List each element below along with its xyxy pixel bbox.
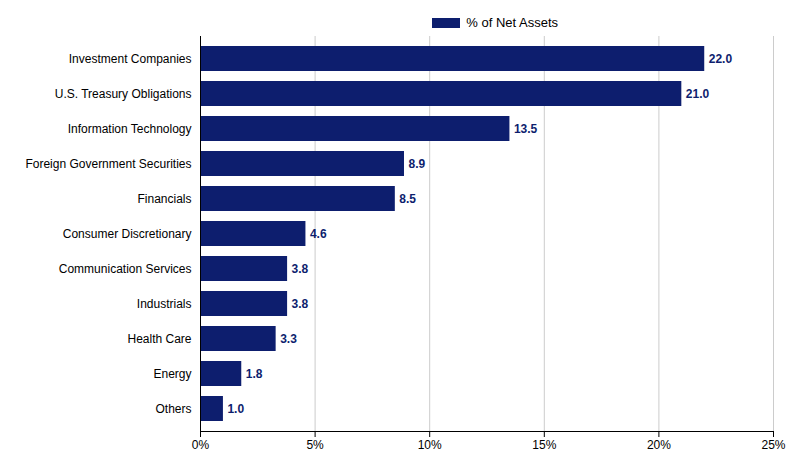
svg-text:13.5: 13.5 bbox=[514, 122, 538, 136]
svg-text:Information Technology: Information Technology bbox=[68, 122, 192, 136]
svg-text:3.8: 3.8 bbox=[292, 297, 309, 311]
svg-text:Industrials: Industrials bbox=[137, 297, 192, 311]
svg-text:Financials: Financials bbox=[137, 192, 191, 206]
svg-text:Investment Companies: Investment Companies bbox=[69, 52, 192, 66]
svg-text:8.9: 8.9 bbox=[408, 157, 425, 171]
svg-text:Communication Services: Communication Services bbox=[59, 262, 192, 276]
svg-text:5%: 5% bbox=[306, 438, 324, 452]
svg-text:Health Care: Health Care bbox=[127, 332, 191, 346]
svg-text:8.5: 8.5 bbox=[399, 192, 416, 206]
html-text:% of Net Assets: % of Net Assets bbox=[466, 15, 559, 30]
svg-text:Consumer Discretionary: Consumer Discretionary bbox=[63, 227, 192, 241]
svg-text:1.0: 1.0 bbox=[227, 402, 244, 416]
svg-text:Foreign Government Securities: Foreign Government Securities bbox=[25, 157, 191, 171]
svg-text:0%: 0% bbox=[192, 438, 210, 452]
svg-text:10%: 10% bbox=[418, 438, 442, 452]
svg-text:1.8: 1.8 bbox=[246, 367, 263, 381]
svg-text:22.0: 22.0 bbox=[709, 52, 733, 66]
svg-text:Others: Others bbox=[155, 402, 191, 416]
svg-text:20%: 20% bbox=[647, 438, 671, 452]
svg-text:25%: 25% bbox=[761, 438, 785, 452]
svg-text:15%: 15% bbox=[532, 438, 556, 452]
svg-text:3.8: 3.8 bbox=[292, 262, 309, 276]
svg-text:3.3: 3.3 bbox=[280, 332, 297, 346]
svg-text:U.S. Treasury Obligations: U.S. Treasury Obligations bbox=[55, 87, 192, 101]
svg-text:4.6: 4.6 bbox=[310, 227, 327, 241]
svg-text:21.0: 21.0 bbox=[686, 87, 710, 101]
svg-text:Energy: Energy bbox=[153, 367, 191, 381]
